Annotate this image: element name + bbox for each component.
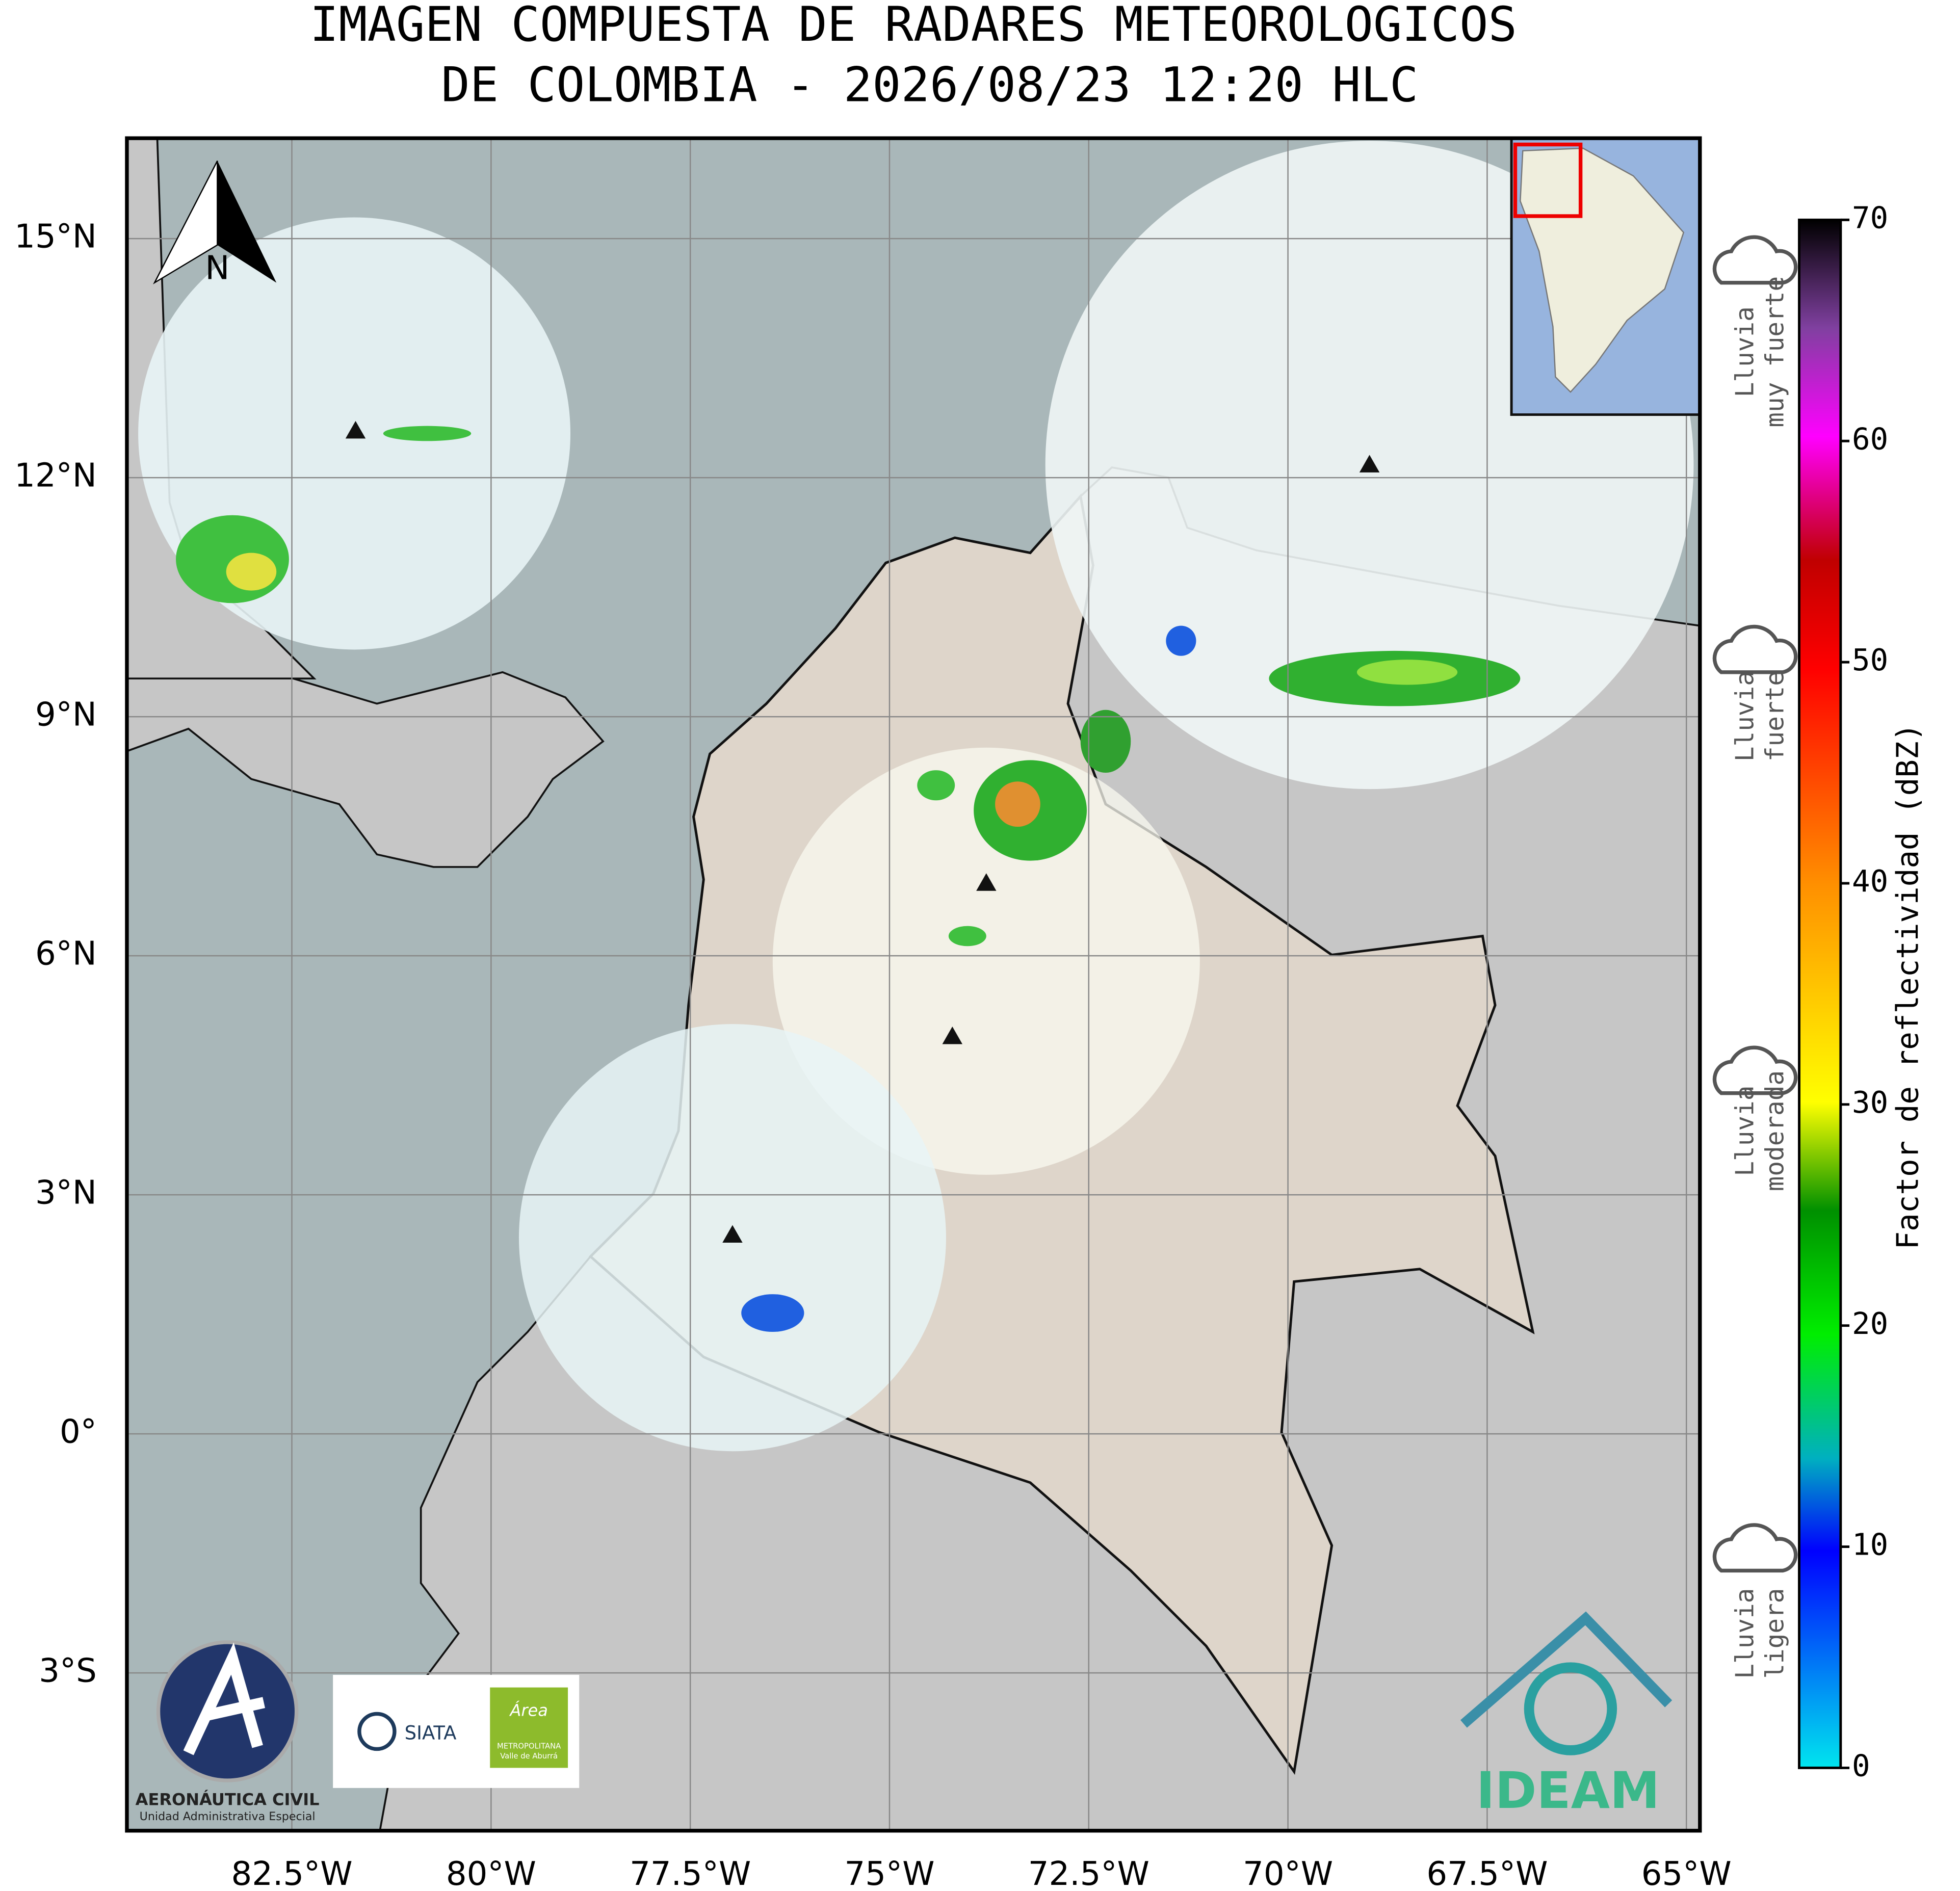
rain-icon [1712, 1523, 1798, 1573]
logo-text: Valle de Aburrá [500, 1752, 558, 1761]
y-tick-label: 3°S [39, 1652, 96, 1690]
map-area: N AERONÁUTICA CIVIL Unidad Administrativ… [126, 138, 1700, 1831]
y-tick-label: 15°N [14, 218, 97, 256]
rain-legend-label: ligera [1760, 1588, 1790, 1679]
x-tick-label: 67.5°W [1426, 1855, 1548, 1891]
title: DE COLOMBIA - 2026/08/23 12:20 HLC [441, 57, 1418, 113]
logo-text: SIATA [405, 1722, 457, 1744]
y-tick-label: 12°N [14, 457, 97, 495]
x-tick-label: 80°W [446, 1855, 536, 1891]
aerocivil-logo: AERONÁUTICA CIVIL Unidad Administrativa … [136, 1640, 320, 1823]
logo-text: IDEAM [1476, 1762, 1660, 1820]
rain-legend-item: Lluvia muy fuerte [1712, 235, 1798, 428]
x-tick-label: 65°W [1641, 1855, 1732, 1891]
colorbar-tick-label: 70 [1852, 200, 1888, 235]
logo-text: AERONÁUTICA CIVIL [136, 1790, 320, 1809]
rain-legend-label: fuerte [1760, 671, 1790, 761]
x-tick-label: 75°W [845, 1855, 935, 1891]
colorbar-tick-label: 10 [1852, 1527, 1888, 1562]
y-tick-label: 0° [60, 1413, 97, 1451]
colorbar-tick-label: 0 [1852, 1748, 1870, 1783]
rain-legend-label: Lluvia [1730, 1588, 1759, 1679]
radar-coverage [772, 747, 1200, 1175]
rain-legend-label: Lluvia [1730, 671, 1759, 761]
logo-text: METROPOLITANA [497, 1742, 561, 1751]
inset-map [1510, 138, 1700, 416]
rain-legend-label: muy fuerte [1760, 276, 1790, 428]
partner-logos: SIATA Área METROPOLITANA Valle de Aburrá [333, 1675, 580, 1788]
rain-icon [1712, 1045, 1798, 1095]
colorbar-label: Factor de reflectividad (dBZ) [1890, 723, 1925, 1250]
colorbar-tick-label: 30 [1852, 1085, 1888, 1120]
rain-icon [1712, 235, 1798, 285]
title: IMAGEN COMPUESTA DE RADARES METEOROLOGIC… [310, 0, 1517, 52]
rain-legend-label: moderada [1760, 1070, 1790, 1191]
rain-icon [1712, 624, 1798, 674]
x-tick-label: 77.5°W [630, 1855, 751, 1891]
rain-legend-item: Lluvia ligera [1712, 1523, 1798, 1679]
colorbar-tick-label: 40 [1852, 863, 1888, 899]
logo-text: Unidad Administrativa Especial [140, 1810, 316, 1823]
north-label: N [205, 250, 229, 287]
colorbar-tick-label: 60 [1852, 421, 1888, 456]
y-tick-label: 6°N [35, 935, 97, 973]
rain-legend-item: Lluvia moderada [1712, 1045, 1798, 1191]
colorbar-tick-label: 50 [1852, 642, 1888, 677]
rain-legend-label: Lluvia [1730, 1086, 1759, 1176]
rain-legend-label: Lluvia [1730, 306, 1759, 397]
colorbar [1798, 218, 1842, 1769]
north-arrow: N [153, 160, 277, 287]
radar-sites [345, 421, 1380, 1243]
echoes [176, 426, 1521, 1332]
x-tick-label: 70°W [1243, 1855, 1333, 1891]
rain-legend-item: Lluvia fuerte [1712, 624, 1798, 761]
x-tick-label: 82.5°W [231, 1855, 353, 1891]
map-frame [125, 136, 1702, 1833]
logo-text: Área [509, 1700, 547, 1720]
y-tick-label: 9°N [35, 696, 97, 734]
colorbar-tick-label: 20 [1852, 1306, 1888, 1341]
ideam-logo: IDEAM [1460, 1611, 1672, 1820]
y-tick-label: 3°N [35, 1174, 97, 1212]
x-tick-label: 72.5°W [1028, 1855, 1149, 1891]
